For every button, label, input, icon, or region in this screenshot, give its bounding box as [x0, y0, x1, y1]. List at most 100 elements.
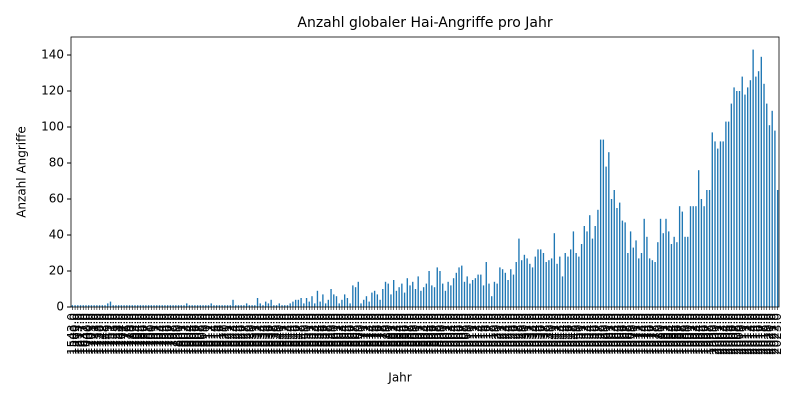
- x-tick-label: 1979.0: [650, 313, 664, 355]
- x-tick-label: 1866.0: [343, 313, 357, 355]
- x-tick-label: 1851.0: [302, 313, 316, 355]
- bar: [583, 226, 585, 307]
- bar: [648, 258, 651, 307]
- x-tick-label: 1755.0: [108, 313, 122, 355]
- x-tick-label: 1738.0: [92, 313, 106, 355]
- x-tick-label: 1998.0: [702, 313, 716, 355]
- bar: [695, 206, 697, 307]
- x-tick-label: 2022.0: [767, 313, 781, 355]
- x-tick-label: 1848.0: [294, 313, 308, 355]
- x-tick-label: 2014.0: [746, 313, 760, 355]
- bar: [763, 83, 765, 307]
- bar: [501, 269, 504, 307]
- bar: [575, 253, 577, 307]
- x-tick-label: 1944.0: [555, 313, 569, 355]
- bar: [774, 130, 776, 307]
- x-tick-label: 1921.0: [492, 313, 506, 355]
- bar: [196, 305, 199, 307]
- x-tick-label: 1878.0: [375, 313, 389, 355]
- x-tick-label: 1872.0: [359, 313, 373, 355]
- bar: [335, 296, 338, 307]
- bar: [578, 256, 580, 307]
- x-tick-label: 1918.0: [484, 313, 498, 355]
- x-tick-label: 2015.0: [748, 313, 762, 355]
- bar: [85, 305, 87, 307]
- x-tick-label: 1788.0: [141, 313, 155, 355]
- x-tick-label: 2017.0: [754, 313, 768, 355]
- x-tick-label: 1958.0: [593, 313, 607, 355]
- x-tick-label: 1942.0: [550, 313, 564, 355]
- x-tick-label: 1922.0: [495, 313, 509, 355]
- bar: [278, 303, 280, 307]
- bar: [526, 258, 528, 307]
- x-tick-label: 1797.0: [163, 313, 177, 355]
- bar: [722, 141, 724, 307]
- x-tick-label: 1833.0: [253, 313, 267, 355]
- x-tick-label: 1816.0: [212, 313, 226, 355]
- x-tick-label: 1751.0: [103, 313, 117, 355]
- bar: [142, 305, 144, 307]
- bar: [341, 299, 343, 307]
- x-tick-label: 1880.0: [381, 313, 395, 355]
- bar: [166, 305, 169, 307]
- y-tick-label: 40: [49, 228, 64, 242]
- x-tick-label: 1785.0: [133, 313, 147, 355]
- x-tick-label: 1817.0: [215, 313, 229, 355]
- x-tick-label: 1945.0: [558, 313, 572, 355]
- x-tick-label: 1956.0: [588, 313, 602, 355]
- x-tick-label: 1913.0: [471, 313, 485, 355]
- bar: [384, 281, 387, 307]
- x-tick-label: 1996.0: [697, 313, 711, 355]
- x-tick-label: 1879.0: [378, 313, 392, 355]
- bar: [205, 305, 207, 307]
- bar: [232, 299, 234, 307]
- bar: [316, 290, 319, 307]
- bar: [406, 278, 408, 307]
- x-tick-label: 1990.0: [680, 313, 694, 355]
- x-tick-label: 1803.0: [179, 313, 193, 355]
- x-tick-label: 1931.0: [520, 313, 534, 355]
- bar: [357, 281, 359, 307]
- bar: [610, 199, 613, 307]
- x-tick-label: 1847.0: [291, 313, 305, 355]
- x-tick-label: 1951.0: [574, 313, 588, 355]
- x-tick-label: 1915.0: [476, 313, 490, 355]
- x-tick-label: 1786.0: [136, 313, 150, 355]
- x-tick-label: 1943.0: [552, 313, 566, 355]
- bar: [322, 294, 324, 307]
- bar: [570, 249, 572, 307]
- x-tick-label: 1993.0: [688, 313, 702, 355]
- x-tick-label: 1977.0: [645, 313, 659, 355]
- bar: [624, 222, 626, 307]
- bar: [354, 287, 357, 307]
- bar: [297, 299, 300, 307]
- bar: [324, 303, 327, 307]
- y-tick-label: 80: [49, 156, 64, 170]
- x-tick-label: 1963.0: [607, 313, 621, 355]
- x-tick-label: 1829.0: [242, 313, 256, 355]
- bar: [131, 305, 133, 307]
- bar: [559, 256, 561, 307]
- bar: [270, 299, 272, 307]
- bar: [96, 305, 98, 307]
- y-tick-label: 60: [49, 192, 64, 206]
- bar: [504, 272, 507, 307]
- bar: [240, 305, 242, 307]
- bar: [216, 305, 218, 307]
- bar: [512, 274, 515, 307]
- x-tick-label: 1828.0: [239, 313, 253, 355]
- x-tick-label: 1791.0: [147, 313, 161, 355]
- x-tick-label: 1886.0: [397, 313, 411, 355]
- x-tick-label: 1852.0: [304, 313, 318, 355]
- bar: [531, 267, 534, 307]
- bar: [632, 247, 634, 307]
- bar: [191, 305, 193, 307]
- x-tick-label: 1892.0: [413, 313, 427, 355]
- bar: [343, 294, 346, 307]
- bar: [591, 238, 594, 307]
- bar: [766, 103, 768, 307]
- x-tick-label: 2008.0: [729, 313, 743, 355]
- bar: [88, 305, 90, 307]
- bar: [480, 274, 482, 307]
